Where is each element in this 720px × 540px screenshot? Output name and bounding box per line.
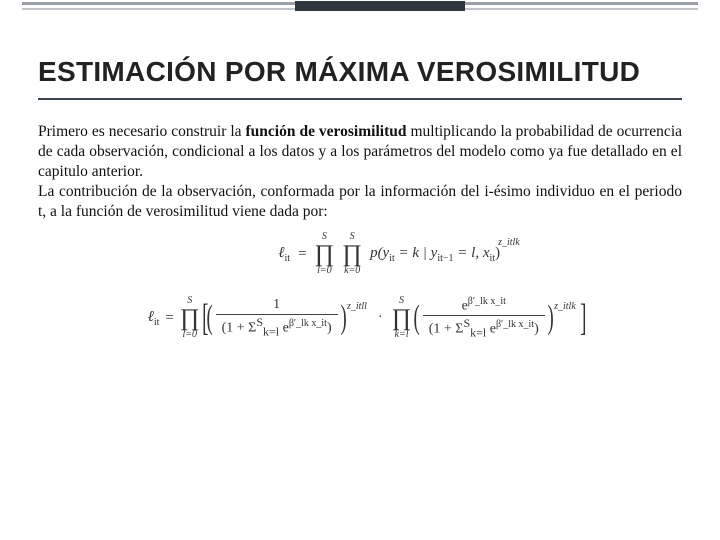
eq2-prod-l: S ∏ l=0 xyxy=(180,296,200,340)
equation-1: ℓit = S ∏ l=0 S ∏ k=0 p(yit = k | yit−1 … xyxy=(118,232,682,276)
paragraph-1: Primero es necesario construir la funció… xyxy=(38,122,682,181)
para1-bold: función de verosimilitud xyxy=(246,123,407,140)
eq2-lparen-a: ( xyxy=(207,301,213,335)
eq2-lparen-b: ( xyxy=(414,301,420,335)
equation-2: ℓit = S ∏ l=0 [ ( 1 (1 + ΣSk=l eβ′_lk x_… xyxy=(48,296,682,340)
eq2-rparen-a: ) xyxy=(340,301,346,335)
eq2-lhs: ℓit xyxy=(148,309,160,328)
eq1-prod-l: S ∏ l=0 xyxy=(315,232,335,276)
eq2-exp-a: z_itll xyxy=(347,301,367,312)
eq2-prod-k: S ∏ k=l xyxy=(392,296,412,340)
equations: ℓit = S ∏ l=0 S ∏ k=0 p(yit = k | yit−1 … xyxy=(38,232,682,340)
slide-body: ESTIMACIÓN POR MÁXIMA VEROSIMILITUD Prim… xyxy=(38,56,682,340)
eq1-body: p(yit = k | yit−1 = l, xit)z_itlk xyxy=(370,245,522,264)
page-title: ESTIMACIÓN POR MÁXIMA VEROSIMILITUD xyxy=(38,56,682,100)
eq1-lhs: ℓit xyxy=(278,245,290,264)
eq2-frac-b: eβ′_lk x_it (1 + ΣSk=l eβ′_lk x_it) xyxy=(423,297,545,339)
eq2-rparen-b: ) xyxy=(547,301,553,335)
eq2-dot: · xyxy=(378,310,383,326)
paragraph-2: La contribución de la observación, confo… xyxy=(38,182,682,222)
eq2-eq: = xyxy=(165,310,173,327)
eq2-exp-b: z_itlk xyxy=(554,301,576,312)
eq1-eq: = xyxy=(298,246,306,263)
para1-a: Primero es necesario construir la xyxy=(38,123,246,140)
header-rule xyxy=(0,0,720,14)
eq2-frac-a: 1 (1 + ΣSk=l eβ′_lk x_it) xyxy=(216,298,338,338)
eq2-rbracket: ] xyxy=(580,299,586,337)
rule-overlay xyxy=(295,1,465,11)
eq1-prod-k: S ∏ k=0 xyxy=(342,232,362,276)
